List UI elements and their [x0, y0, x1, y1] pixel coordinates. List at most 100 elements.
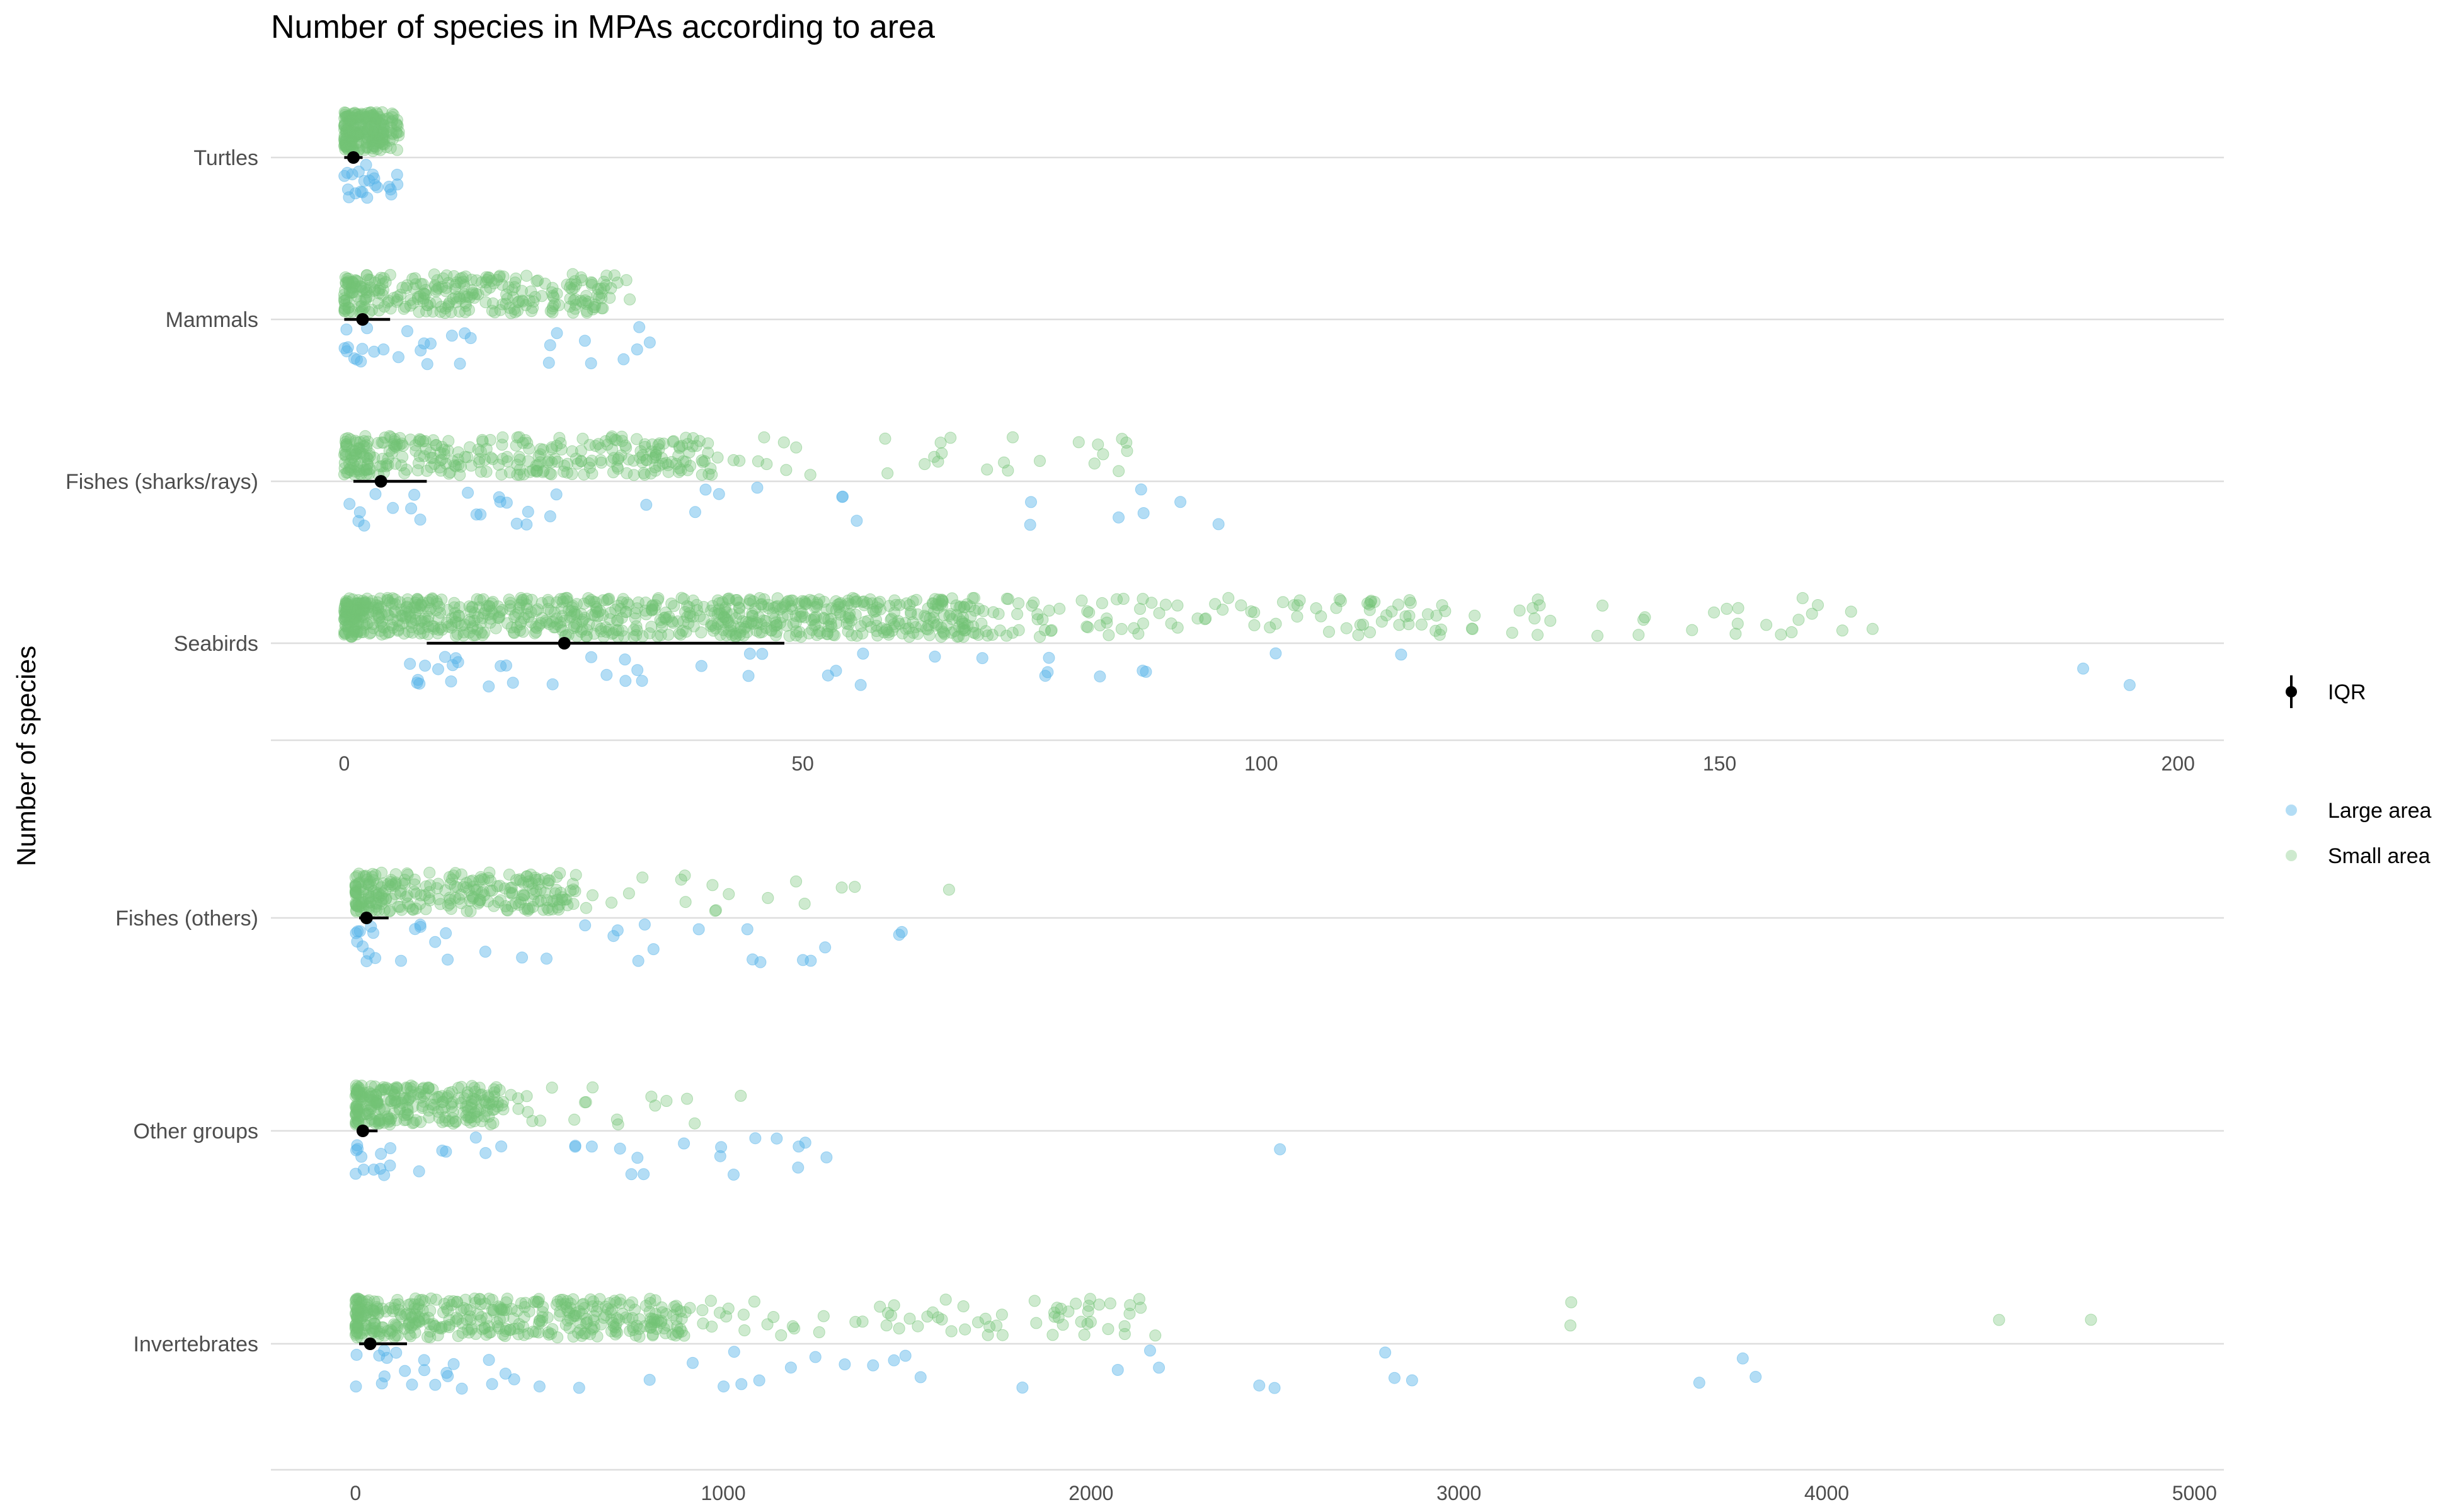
point-large-area-invertebrates	[1268, 1382, 1281, 1394]
median-dot-other-groups	[356, 1125, 369, 1137]
point-small-area-seabirds	[1591, 629, 1604, 642]
bottom-x-ticks: 0 1000 2000 3000 4000 5000	[350, 1482, 2217, 1504]
legend-small-label: Small area	[2328, 844, 2431, 868]
point-small-area-seabirds	[1082, 621, 1094, 634]
point-large-area-fishes-others	[395, 954, 407, 967]
point-small-area-seabirds	[1310, 602, 1322, 614]
point-small-area-seabirds	[912, 608, 924, 621]
point-small-area-seabirds	[1354, 619, 1366, 631]
point-large-area-invertebrates	[1144, 1344, 1156, 1357]
point-large-area-fishes-sharks-rays	[550, 488, 563, 501]
point-large-area-invertebrates	[687, 1356, 699, 1369]
point-large-area-mammals	[551, 327, 563, 340]
point-small-area-turtles	[378, 123, 391, 135]
point-small-area-invertebrates	[813, 1326, 825, 1339]
point-large-area-fishes-sharks-rays	[493, 491, 505, 503]
point-small-area-fishes-sharks-rays	[511, 431, 524, 444]
point-small-area-fishes-sharks-rays	[592, 438, 605, 450]
point-small-area-seabirds	[690, 598, 703, 611]
point-large-area-fishes-others	[440, 927, 452, 939]
point-small-area-invertebrates	[775, 1329, 788, 1341]
point-small-area-seabirds	[1469, 609, 1481, 622]
point-small-area-fishes-others	[492, 896, 505, 908]
point-small-area-fishes-sharks-rays	[1034, 455, 1046, 467]
point-large-area-fishes-others	[541, 953, 553, 965]
point-small-area-fishes-others	[622, 887, 635, 900]
point-small-area-seabirds	[1012, 597, 1025, 610]
point-small-area-seabirds	[684, 610, 697, 622]
point-small-area-invertebrates	[1081, 1317, 1094, 1330]
point-small-area-fishes-sharks-rays	[386, 447, 398, 459]
point-small-area-other-groups	[580, 1096, 592, 1108]
point-small-area-fishes-sharks-rays	[513, 450, 525, 463]
point-small-area-mammals	[568, 282, 580, 294]
point-large-area-fishes-others	[741, 923, 753, 936]
point-large-area-invertebrates	[533, 1380, 546, 1393]
point-small-area-fishes-sharks-rays	[566, 468, 578, 480]
point-small-area-seabirds	[403, 626, 415, 638]
point-small-area-turtles	[377, 137, 389, 150]
point-small-area-seabirds	[355, 604, 368, 617]
point-small-area-seabirds	[986, 629, 999, 641]
point-small-area-turtles	[360, 111, 372, 123]
point-small-area-fishes-others	[358, 870, 370, 883]
median-dot-mammals	[356, 313, 369, 326]
x-tick-label-3000: 3000	[1436, 1482, 1481, 1504]
point-small-area-fishes-sharks-rays	[777, 436, 790, 449]
point-small-area-seabirds	[850, 629, 863, 642]
point-small-area-fishes-sharks-rays	[544, 467, 556, 480]
point-small-area-invertebrates	[1565, 1296, 1578, 1309]
point-small-area-other-groups	[546, 1081, 558, 1094]
point-small-area-invertebrates	[561, 1304, 574, 1317]
point-small-area-other-groups	[512, 1092, 524, 1104]
point-large-area-invertebrates	[1379, 1346, 1392, 1359]
point-small-area-seabirds	[1513, 604, 1526, 617]
point-large-area-seabirds	[445, 675, 457, 688]
point-small-area-seabirds	[503, 593, 515, 606]
point-small-area-seabirds	[1028, 597, 1040, 609]
bottom-category-labels: Fishes (others) Other groups Invertebrates	[115, 907, 258, 1356]
point-small-area-mammals	[381, 296, 394, 309]
point-small-area-turtles	[386, 115, 399, 127]
point-small-area-fishes-sharks-rays	[430, 439, 443, 452]
point-small-area-other-groups	[660, 1095, 673, 1107]
point-small-area-invertebrates	[546, 1323, 559, 1336]
x-tick-label-150: 150	[1703, 752, 1736, 775]
point-small-area-seabirds	[448, 601, 461, 614]
point-small-area-seabirds	[1812, 599, 1824, 611]
point-large-area-seabirds	[619, 653, 631, 666]
point-small-area-seabirds	[1596, 599, 1609, 612]
point-small-area-fishes-sharks-rays	[384, 431, 397, 444]
point-large-area-seabirds	[411, 673, 424, 686]
point-small-area-mammals	[483, 271, 495, 284]
point-small-area-mammals	[604, 292, 616, 304]
top-x-ticks: 0 50 100 150 200	[339, 752, 2195, 775]
point-small-area-fishes-sharks-rays	[607, 466, 619, 479]
point-large-area-invertebrates	[508, 1373, 520, 1385]
point-small-area-seabirds	[1708, 606, 1721, 619]
point-small-area-mammals	[512, 296, 524, 309]
point-small-area-seabirds	[1006, 626, 1019, 639]
point-small-area-fishes-others	[415, 889, 427, 902]
point-small-area-seabirds	[1117, 593, 1130, 605]
category-label-invertebrates: Invertebrates	[134, 1332, 258, 1356]
point-small-area-seabirds	[1416, 618, 1428, 631]
point-small-area-fishes-sharks-rays	[662, 459, 674, 471]
point-large-area-seabirds	[929, 650, 941, 663]
point-small-area-mammals	[561, 278, 573, 291]
point-large-area-seabirds	[600, 668, 613, 681]
point-large-area-seabirds	[1269, 647, 1282, 660]
point-large-area-other-groups	[357, 1164, 370, 1176]
point-small-area-seabirds	[387, 621, 399, 634]
point-small-area-other-groups	[382, 1112, 394, 1125]
point-small-area-seabirds	[1732, 602, 1744, 614]
point-small-area-invertebrates	[1104, 1297, 1116, 1310]
point-small-area-other-groups	[522, 1106, 534, 1118]
point-large-area-seabirds	[2123, 679, 2136, 691]
point-small-area-mammals	[339, 298, 352, 311]
point-small-area-invertebrates	[532, 1326, 545, 1339]
point-small-area-seabirds	[907, 626, 920, 639]
point-small-area-other-groups	[461, 1089, 474, 1102]
point-large-area-fishes-others	[479, 946, 491, 958]
point-small-area-mammals	[346, 306, 358, 318]
